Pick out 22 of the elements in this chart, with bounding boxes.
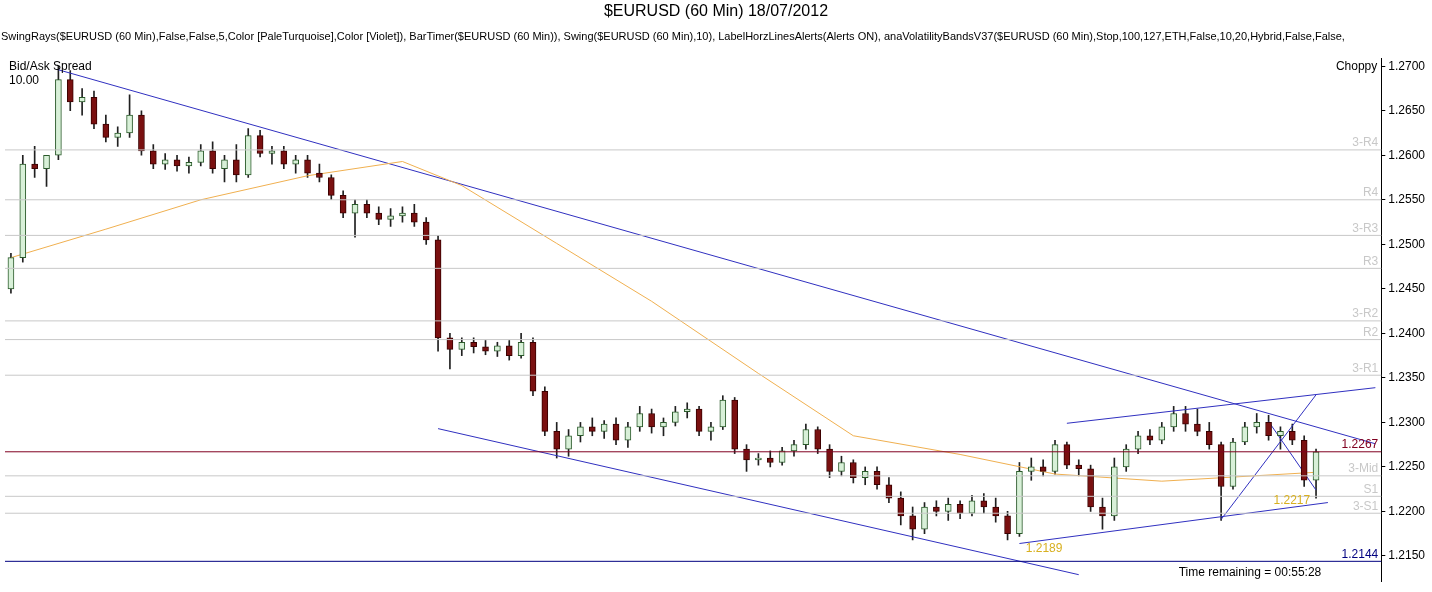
annotation: Time remaining = 00:55:28 xyxy=(1178,564,1322,579)
y-tick-label: 1.2200 xyxy=(1388,503,1426,518)
annotation: Choppy xyxy=(1335,59,1378,74)
y-tick-label: 1.2150 xyxy=(1388,548,1426,563)
y-tick-label: 1.2300 xyxy=(1388,414,1426,429)
y-tick-label: 1.2600 xyxy=(1388,147,1426,162)
ref-line-label: 1.2267 xyxy=(1341,437,1379,452)
annotation: 10.00 xyxy=(9,73,40,88)
y-tick-label: 1.2350 xyxy=(1388,370,1426,385)
y-tick-label: 1.2400 xyxy=(1388,325,1426,340)
y-tick-label: 1.2650 xyxy=(1388,103,1426,118)
y-tick-label: 1.2250 xyxy=(1388,459,1426,474)
y-tick-label: 1.2500 xyxy=(1388,236,1426,251)
y-tick-label: 1.2450 xyxy=(1388,281,1426,296)
chart-subtitle: SwingRays($EURUSD (60 Min),False,False,5,Color [PaleTurquoise],Color [Violet]), BarTimer($EURUSD (60 Min)), Swing($EURUSD (60 Min),10), LabelHorzLinesAlerts(Alerts ON), anaVolatilityBandsV37($EURUSD (60 Min),Stop,100,127,ETH,False,10,20,Hybrid,False,False, xyxy=(1,30,1345,42)
y-tick-label: 1.2550 xyxy=(1388,192,1426,207)
y-tick-label: 1.2700 xyxy=(1388,58,1426,73)
chart-title: $EURUSD (60 Min) 18/07/2012 xyxy=(602,2,830,20)
ref-line-label: 1.2144 xyxy=(1341,546,1379,561)
annotation: 1.2217 xyxy=(1273,492,1311,507)
annotation: 1.2189 xyxy=(1025,540,1063,555)
annotation: Bid/Ask Spread xyxy=(9,59,92,74)
